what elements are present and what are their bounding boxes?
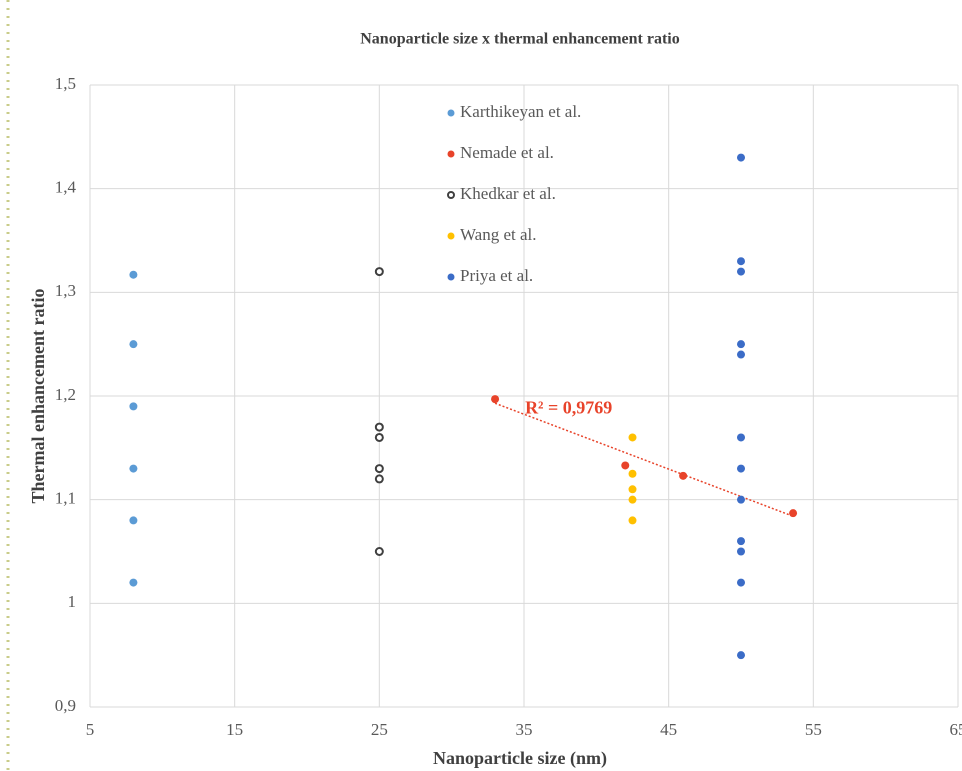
data-point xyxy=(737,267,745,276)
x-tick-label: 65 xyxy=(950,720,962,739)
data-point xyxy=(737,651,745,660)
y-tick-label: 1,4 xyxy=(55,178,77,197)
y-tick-label: 1,5 xyxy=(55,74,76,93)
data-point xyxy=(129,464,138,473)
data-point xyxy=(129,516,138,525)
x-tick-label: 55 xyxy=(805,720,822,739)
data-point xyxy=(374,474,384,484)
data-point xyxy=(737,547,745,556)
data-point xyxy=(129,402,138,411)
legend-marker xyxy=(447,191,455,199)
x-tick-label: 45 xyxy=(660,720,677,739)
x-tick-label: 35 xyxy=(516,720,533,739)
data-point xyxy=(737,537,745,546)
data-point xyxy=(737,340,745,349)
data-point xyxy=(737,433,745,442)
data-point xyxy=(491,395,500,404)
x-tick-label: 15 xyxy=(226,720,243,739)
y-tick-label: 1,3 xyxy=(55,281,76,300)
y-tick-label: 1 xyxy=(68,592,77,611)
y-tick-label: 1,1 xyxy=(55,489,76,508)
data-point xyxy=(621,461,630,470)
data-point xyxy=(374,422,384,432)
data-point xyxy=(628,485,637,494)
data-point xyxy=(737,257,745,266)
legend-marker xyxy=(447,150,455,158)
data-point xyxy=(374,464,384,474)
trendline-label: R² = 0,9769 xyxy=(525,397,612,417)
legend-label: Wang et al. xyxy=(460,225,537,244)
data-point xyxy=(374,547,384,556)
chart-title: Nanoparticle size x thermal enhancement … xyxy=(360,31,679,48)
y-tick-label: 0,9 xyxy=(55,696,76,715)
data-point xyxy=(737,578,745,587)
data-point xyxy=(737,350,745,359)
data-point xyxy=(129,578,138,587)
x-tick-label: 25 xyxy=(371,720,388,739)
legend-marker xyxy=(447,273,455,281)
legend-label: Karthikeyan et al. xyxy=(460,102,581,121)
x-tick-label: 5 xyxy=(86,720,95,739)
data-point xyxy=(628,433,637,442)
data-point xyxy=(737,495,745,504)
legend-marker xyxy=(447,232,455,240)
data-point xyxy=(129,270,138,279)
data-point xyxy=(737,153,745,162)
data-point xyxy=(679,471,688,480)
data-point xyxy=(737,464,745,473)
y-axis-label: Thermal enhancement ratio xyxy=(28,289,48,504)
x-axis-label: Nanoparticle size (nm) xyxy=(433,748,607,769)
legend-label: Nemade et al. xyxy=(460,143,554,162)
legend-label: Priya et al. xyxy=(460,266,533,285)
data-point xyxy=(374,432,384,442)
data-point xyxy=(628,516,637,525)
legend-marker xyxy=(447,109,455,117)
data-point xyxy=(789,509,798,518)
data-point xyxy=(628,495,637,504)
legend-label: Khedkar et al. xyxy=(460,184,556,203)
data-point xyxy=(628,469,637,478)
y-tick-label: 1,2 xyxy=(55,385,76,404)
data-point xyxy=(374,267,384,277)
data-point xyxy=(129,340,138,349)
